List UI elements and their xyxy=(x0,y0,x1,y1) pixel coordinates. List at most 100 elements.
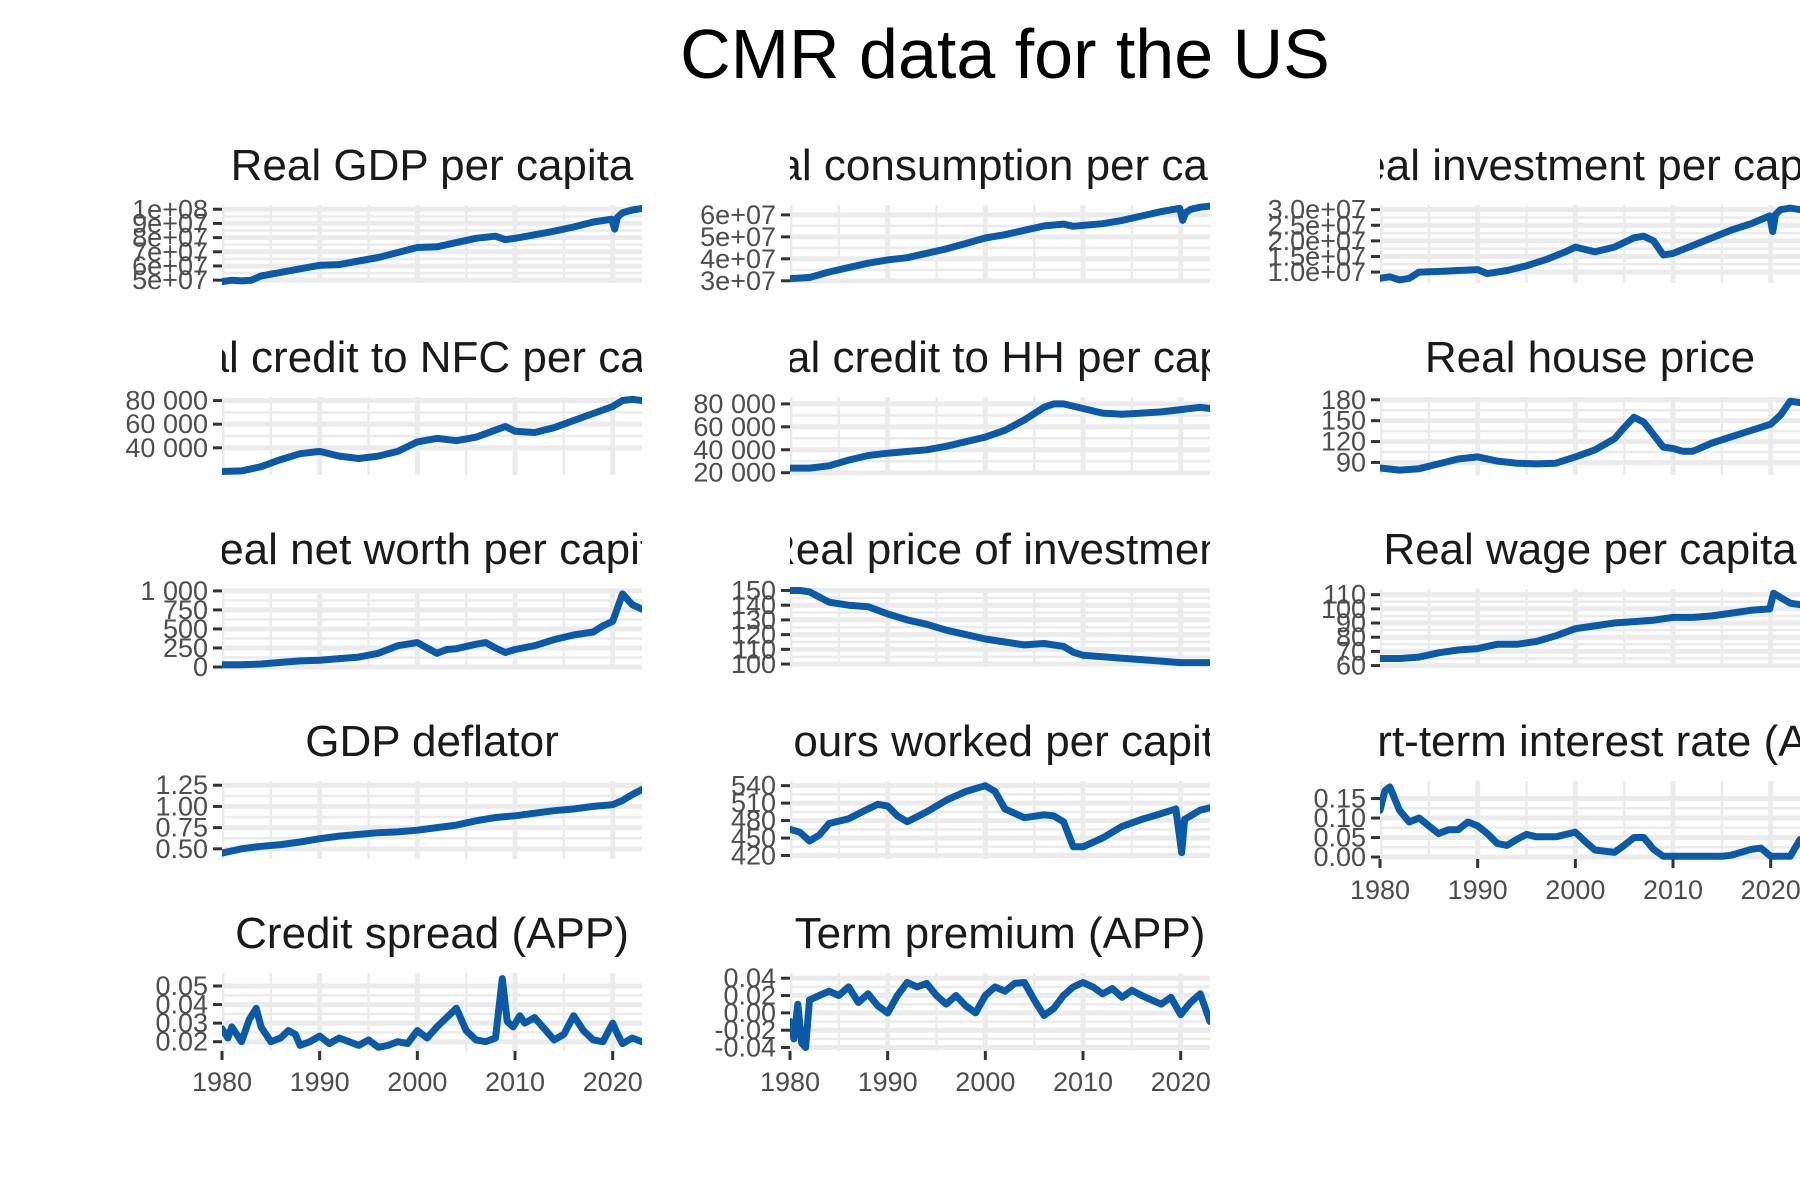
y-tick-label: 1 000 xyxy=(140,576,208,606)
series-line xyxy=(222,205,642,286)
y-tick-label: 90 xyxy=(1336,447,1366,477)
series-line xyxy=(790,202,1210,283)
y-tick-label: 540 xyxy=(731,771,776,801)
panel-title: Real credit to HH per capita xyxy=(730,333,1271,382)
chart-title: CMR data for the US xyxy=(680,15,1330,93)
y-tick-label: 120 xyxy=(731,620,776,650)
panel-title: Real GDP per capita xyxy=(231,141,634,190)
y-tick-label: 2.0e+07 xyxy=(1268,226,1366,256)
series-line xyxy=(222,975,642,1051)
panel-real-consumption-per-capita: Real consumption per capita 3e+074e+075e+… xyxy=(700,141,1210,296)
y-tick-label: 100 xyxy=(731,649,776,679)
y-tick-label: 0.15 xyxy=(1313,784,1366,814)
y-tick-label: 130 xyxy=(731,605,776,635)
panel-title: Real credit to NFC per capita xyxy=(148,333,716,382)
y-tick-label: 5e+07 xyxy=(132,265,208,295)
y-tick-label: 120 xyxy=(1321,427,1366,457)
y-tick-label: 110 xyxy=(1323,580,1366,610)
x-tick-label: 2020 xyxy=(1151,1067,1211,1097)
plot-area xyxy=(790,202,1210,284)
series-line xyxy=(222,395,642,475)
x-tick-label: 2020 xyxy=(1741,875,1800,905)
panel-short-term-interest-rate-app: Short-term interest rate (APP)0.000.050.… xyxy=(1299,717,1800,905)
plot-area xyxy=(222,973,642,1051)
panel-title: Real investment per capita xyxy=(1330,141,1800,190)
plot-area xyxy=(790,587,1210,667)
panel-title: Hours worked per capita xyxy=(762,717,1239,766)
panel-title: GDP deflator xyxy=(305,717,559,766)
x-tick-label: 2010 xyxy=(1053,1067,1113,1097)
x-tick-label: 2000 xyxy=(955,1067,1015,1097)
y-tick-label: 500 xyxy=(163,614,208,644)
y-tick-label: 1.5e+07 xyxy=(1268,241,1366,271)
y-tick-label: 0.04 xyxy=(723,963,776,993)
y-tick-label: 0.02 xyxy=(155,1027,208,1057)
series-line xyxy=(790,782,1210,857)
y-tick-label: 0.10 xyxy=(1313,803,1366,833)
y-tick-label: 7e+07 xyxy=(132,237,208,267)
y-tick-label: 1e+08 xyxy=(132,194,208,224)
x-tick-label: 1980 xyxy=(760,1067,820,1097)
y-tick-label: 0.50 xyxy=(155,834,208,864)
x-tick-label: 2000 xyxy=(387,1067,447,1097)
x-tick-label: 1990 xyxy=(290,1067,350,1097)
y-tick-label: 0.05 xyxy=(155,971,208,1001)
y-tick-label: 0.03 xyxy=(155,1008,208,1038)
y-tick-label: 40 000 xyxy=(693,435,776,465)
plot-area xyxy=(222,395,642,475)
y-tick-label: -0.04 xyxy=(714,1033,776,1063)
y-tick-label: 420 xyxy=(731,841,776,871)
series-line xyxy=(1380,204,1800,284)
series-line xyxy=(790,979,1210,1051)
x-tick-label: 1980 xyxy=(192,1067,252,1097)
panel-credit-spread-app: Credit spread (APP) 0.020.030.040.05 1980 1… xyxy=(155,909,642,1097)
plot-area xyxy=(790,397,1210,476)
y-tick-label: 150 xyxy=(731,575,776,605)
y-tick-label: 60 000 xyxy=(125,409,208,439)
y-tick-label: 0.00 xyxy=(1313,842,1366,872)
y-tick-label: 0.05 xyxy=(1313,823,1366,853)
plot-area xyxy=(790,973,1210,1051)
plot-area xyxy=(1380,781,1800,860)
y-tick-label: 1.25 xyxy=(155,770,208,800)
y-tick-label: 510 xyxy=(731,788,776,818)
panel-real-investment-per-capita: Real investment per capita 1.0e+071.5e+07… xyxy=(1268,141,1800,287)
plot-area xyxy=(1380,589,1800,669)
y-tick-label: 100 xyxy=(1321,594,1366,624)
y-tick-label: 480 xyxy=(731,806,776,836)
y-tick-label: 80 000 xyxy=(125,386,208,416)
y-tick-label: 80 000 xyxy=(693,389,776,419)
y-tick-label: 2.5e+07 xyxy=(1268,210,1366,240)
panel-title: Real wage per capita xyxy=(1383,525,1797,574)
y-tick-label: 180 xyxy=(1321,385,1366,415)
y-tick-label: 8e+07 xyxy=(132,223,208,253)
y-tick-label: 0.04 xyxy=(155,990,208,1020)
series-line xyxy=(222,786,642,857)
series-line xyxy=(1380,589,1800,662)
x-tick-label: 2000 xyxy=(1545,875,1605,905)
plot-area xyxy=(222,588,642,670)
y-tick-label: 1.00 xyxy=(155,791,208,821)
panel-title: Credit spread (APP) xyxy=(235,909,629,958)
panel-gdp-deflator: GDP deflator 0.500.751.001.25 xyxy=(155,717,642,864)
series-line xyxy=(1380,397,1800,474)
x-tick-label: 2010 xyxy=(485,1067,545,1097)
plot-area xyxy=(790,781,1210,859)
y-tick-label: 150 xyxy=(1321,406,1366,436)
y-tick-label: 20 000 xyxy=(693,458,776,488)
x-tick-label: 2020 xyxy=(583,1067,643,1097)
panel-title: Short-term interest rate (APP) xyxy=(1299,717,1800,766)
x-tick-label: 2010 xyxy=(1643,875,1703,905)
y-tick-label: 6e+07 xyxy=(132,251,208,281)
plot-area xyxy=(222,205,642,286)
y-tick-label: 9e+07 xyxy=(132,208,208,238)
x-tick-label: 1980 xyxy=(1350,875,1410,905)
y-tick-label: 140 xyxy=(731,590,776,620)
y-tick-label: 250 xyxy=(163,633,208,663)
panel-term-premium-app: Term premium (APP) -0.04-0.020.000.020.04… xyxy=(714,909,1210,1097)
